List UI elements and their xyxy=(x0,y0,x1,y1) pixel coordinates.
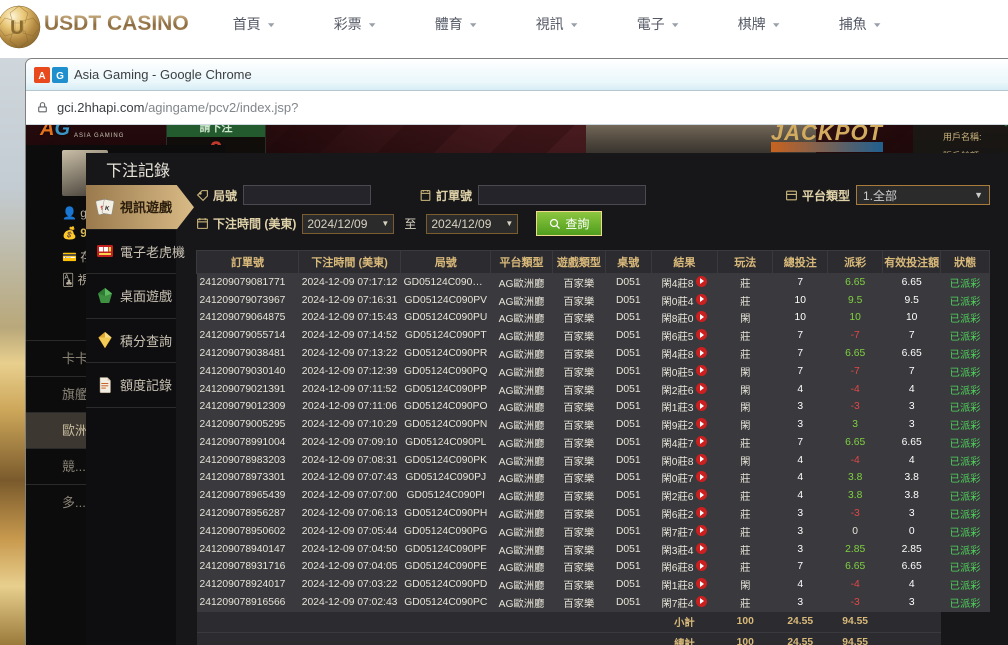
svg-text:G: G xyxy=(56,71,64,82)
svg-text:U: U xyxy=(10,18,24,39)
